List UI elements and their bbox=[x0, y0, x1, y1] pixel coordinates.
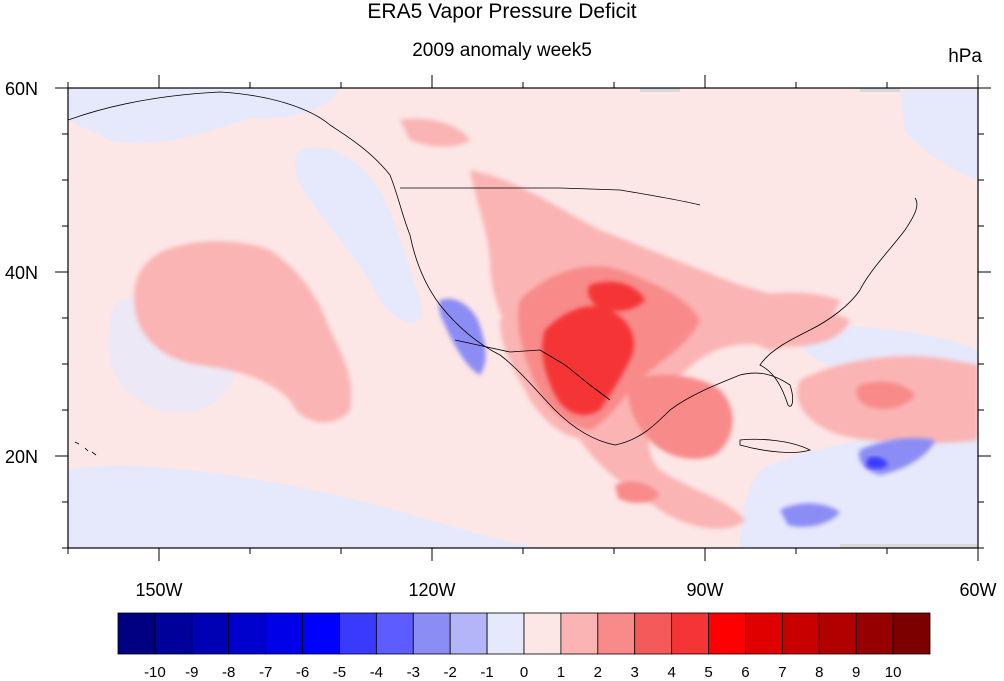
colorbar-label: 5 bbox=[704, 664, 712, 681]
pacific-nw-blue bbox=[294, 147, 422, 323]
y-tick-label: 60N bbox=[5, 79, 38, 99]
colorbar-label: 0 bbox=[520, 664, 528, 681]
colorbar-swatch bbox=[560, 612, 599, 655]
colorbar-swatch bbox=[671, 612, 709, 655]
colorbar-label: -8 bbox=[222, 664, 235, 681]
colorbar-label: 8 bbox=[815, 664, 823, 681]
south-pacific-blue bbox=[68, 465, 540, 548]
missing-strip-top bbox=[640, 88, 680, 92]
chart-subtitle: 2009 anomaly week5 bbox=[412, 40, 592, 61]
x-tick-label: 120W bbox=[408, 580, 455, 600]
caribbean-red bbox=[615, 481, 660, 503]
colorbar-label: 2 bbox=[594, 664, 602, 681]
missing-strip-top-2 bbox=[860, 88, 900, 92]
colorbar-swatch bbox=[154, 612, 193, 655]
hawaii-coast bbox=[74, 441, 97, 456]
colorbar-swatch bbox=[818, 612, 857, 655]
colorbar-swatch bbox=[745, 612, 783, 655]
colorbar-label: -6 bbox=[296, 664, 309, 681]
colorbar-swatch bbox=[375, 612, 414, 655]
colorbar-label: 3 bbox=[631, 664, 639, 681]
colorbar-label: 10 bbox=[885, 664, 902, 681]
colorbar-swatch bbox=[265, 612, 303, 655]
colorbar-swatch bbox=[486, 612, 525, 655]
colorbar-label: 4 bbox=[667, 664, 675, 681]
missing-data bbox=[640, 88, 978, 548]
units-label: hPa bbox=[948, 46, 982, 67]
us-mexico-border bbox=[454, 339, 611, 401]
colorbar-label: 1 bbox=[557, 664, 565, 681]
colorbar-label: -7 bbox=[259, 664, 272, 681]
hispaniola-blue bbox=[866, 456, 888, 469]
colorbar-label: 6 bbox=[741, 664, 749, 681]
negative-anomaly-5 bbox=[866, 456, 888, 469]
colorbar-label: -4 bbox=[370, 664, 383, 681]
y-tick-label: 40N bbox=[5, 263, 38, 283]
colorbar-swatch bbox=[228, 612, 267, 655]
pacific-high-red bbox=[134, 241, 352, 423]
cuba-coast bbox=[739, 438, 812, 453]
south-caribbean-blue bbox=[780, 503, 840, 527]
colorbar-swatch bbox=[449, 612, 488, 655]
axes: 150W 120W 90W 60W 20N 40N 60N bbox=[5, 75, 997, 600]
colorbar-swatch bbox=[523, 612, 562, 655]
colorbar-swatch bbox=[339, 612, 377, 655]
colorbar: -10 -9 -8 -7 -6 -5 -4 -3 -2 -1 0 1 2 3 4 5 6 7 8 9 10 bbox=[117, 612, 931, 681]
atlantic-red-center bbox=[856, 381, 915, 409]
colorbar-swatch bbox=[412, 612, 451, 655]
colorbar-label: -2 bbox=[444, 664, 457, 681]
gulf-red bbox=[628, 374, 733, 459]
x-tick-label: 60W bbox=[959, 580, 996, 600]
anomaly-field bbox=[68, 88, 978, 548]
colorbar-label: 9 bbox=[852, 664, 860, 681]
colorbar-swatch bbox=[302, 612, 340, 655]
x-tick-label: 150W bbox=[135, 580, 182, 600]
colorbar-swatch bbox=[191, 612, 230, 655]
canada-red bbox=[400, 118, 470, 147]
colorbar-swatch bbox=[781, 612, 820, 655]
y-tick-label: 20N bbox=[5, 447, 38, 467]
coastlines bbox=[68, 91, 918, 456]
colorbar-swatch bbox=[708, 612, 746, 655]
missing-strip-bottom bbox=[840, 544, 978, 548]
us-canada-border bbox=[400, 187, 701, 206]
x-tick-label: 90W bbox=[686, 580, 723, 600]
colorbar-swatch bbox=[597, 612, 636, 655]
colorbar-label: -5 bbox=[333, 664, 346, 681]
colorbar-swatch bbox=[892, 612, 931, 655]
colorbar-label: 7 bbox=[778, 664, 786, 681]
se-us-red bbox=[739, 292, 840, 350]
colorbar-label: -9 bbox=[185, 664, 198, 681]
colorbar-label: -1 bbox=[480, 664, 493, 681]
north-america-coast bbox=[68, 91, 918, 446]
colorbar-label: -3 bbox=[407, 664, 420, 681]
positive-anomaly-5 bbox=[542, 281, 645, 415]
colorbar-swatch bbox=[117, 612, 156, 655]
colorbar-swatch bbox=[634, 612, 673, 655]
chart-title: ERA5 Vapor Pressure Deficit bbox=[367, 0, 637, 23]
kansas-core bbox=[587, 281, 645, 312]
nw-atlantic-blue bbox=[900, 90, 978, 180]
colorbar-label: -10 bbox=[144, 664, 166, 681]
colorbar-swatch bbox=[855, 612, 894, 655]
texas-core bbox=[542, 306, 634, 415]
